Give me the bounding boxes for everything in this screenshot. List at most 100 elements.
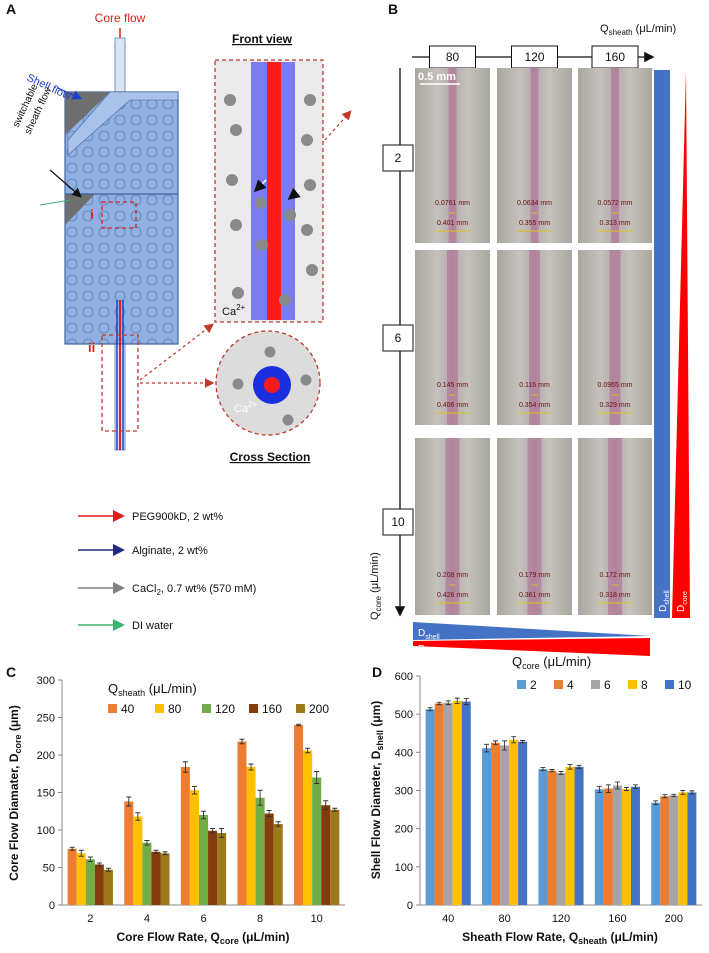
error-bar [323, 800, 329, 811]
ion-label: Ca2+ [234, 400, 258, 415]
error-bar [689, 790, 695, 795]
x-tick-label: 120 [552, 913, 570, 925]
bar [630, 786, 640, 905]
legend-label: 80 [168, 702, 182, 716]
d-base: D [418, 628, 425, 639]
bar [217, 833, 227, 905]
legend-swatch [202, 704, 211, 713]
y-axis-label: Shell Flow Diameter, Dshell (μm) [369, 701, 385, 880]
bar [330, 809, 340, 905]
y-tick-label: 300 [37, 675, 55, 687]
legend-label: 8 [641, 678, 648, 692]
bar [208, 830, 218, 905]
bar [500, 745, 510, 905]
bar [452, 700, 462, 905]
bar [124, 801, 134, 905]
error-bar [614, 781, 620, 790]
error-bar [511, 736, 517, 744]
bar [67, 848, 77, 905]
core-stream [448, 68, 457, 243]
core-flow-label: Core flow [95, 11, 146, 25]
measurement: 0.0965 mm [597, 382, 632, 389]
d-sub: shell [664, 590, 671, 605]
q-unit: (μL/min) [633, 23, 677, 35]
x-tick-label: 10 [311, 913, 323, 925]
label-unit: (μm) [369, 701, 383, 730]
label-base: Core Flow Diamater, D [7, 753, 21, 881]
bar [491, 742, 501, 905]
core-stream [609, 250, 621, 425]
legend-title: Qsheath (μL/min) [108, 681, 197, 698]
error-bar [257, 789, 263, 806]
y-tick-label: 50 [43, 863, 55, 875]
label-base: Q [108, 681, 118, 696]
measurement: 0.426 mm [437, 592, 468, 599]
chart-d: Shell Flow Diameter, Dshell (μm) Sheath … [369, 654, 702, 946]
legend-swatch [554, 680, 563, 689]
legend-swatch [628, 680, 637, 689]
bar [142, 842, 152, 905]
error-bar [549, 769, 555, 773]
d-shell-label: Dshell [658, 590, 671, 612]
x-tick-label: 4 [144, 913, 150, 925]
bar [669, 795, 679, 905]
column-label: 120 [524, 50, 544, 64]
x-tick-label: 6 [200, 913, 206, 925]
error-bar [445, 700, 451, 706]
bar [180, 767, 190, 905]
legend-swatch [108, 704, 117, 713]
q-sub: core [374, 595, 383, 611]
row-box [382, 508, 414, 536]
ion-base: Ca [234, 403, 249, 415]
row-box [382, 144, 414, 172]
legend-title: Qcore (μL/min) [512, 654, 591, 671]
error-bar [126, 796, 132, 807]
bar [603, 788, 613, 905]
ions [224, 94, 318, 306]
d-core-label: Dcore [418, 644, 439, 657]
error-bar [463, 698, 469, 706]
bar [133, 816, 143, 905]
core-wedge-bottom [413, 638, 650, 656]
shell-wedge [413, 622, 650, 640]
error-bar [162, 851, 168, 856]
bar [621, 788, 631, 905]
y-tick-label: 250 [37, 713, 55, 725]
error-bar [332, 807, 338, 812]
label-sub: sheath [578, 936, 607, 946]
legend-swatch [155, 704, 164, 713]
error-bar [540, 767, 546, 772]
legend-label: 10 [678, 678, 692, 692]
y-tick-label: 100 [395, 862, 413, 874]
x-tick-label: 80 [498, 913, 510, 925]
legend-label: 6 [604, 678, 611, 692]
bar [443, 702, 453, 905]
error-bar [576, 764, 582, 769]
bar [434, 703, 444, 905]
d-core-label: Dcore [676, 591, 689, 612]
measurement: 0.0634 mm [517, 200, 552, 207]
channel [67, 91, 179, 156]
bar [255, 797, 265, 905]
diffusion-arrow [287, 187, 301, 200]
bar [151, 851, 161, 905]
measurement: 0.406 mm [437, 402, 468, 409]
bar [612, 785, 622, 905]
bar [321, 805, 331, 905]
core-stream [445, 438, 460, 615]
bar [556, 772, 566, 905]
error-bar [105, 867, 111, 872]
error-bar [454, 697, 460, 704]
legend-label: 120 [215, 702, 235, 716]
measurement: 0.0572 mm [597, 200, 632, 207]
water-pointer [39, 199, 71, 206]
error-bar [484, 743, 490, 753]
error-bar [605, 784, 611, 793]
legend-text: CaCl2, 0.7 wt% (570 mM) [132, 583, 256, 597]
y-tick-label: 0 [407, 900, 413, 912]
x-tick-label: 8 [257, 913, 263, 925]
ion-sup: 2+ [248, 400, 257, 409]
error-bar [596, 785, 602, 793]
legend-base: CaCl [132, 583, 156, 595]
legend-swatch [591, 680, 600, 689]
